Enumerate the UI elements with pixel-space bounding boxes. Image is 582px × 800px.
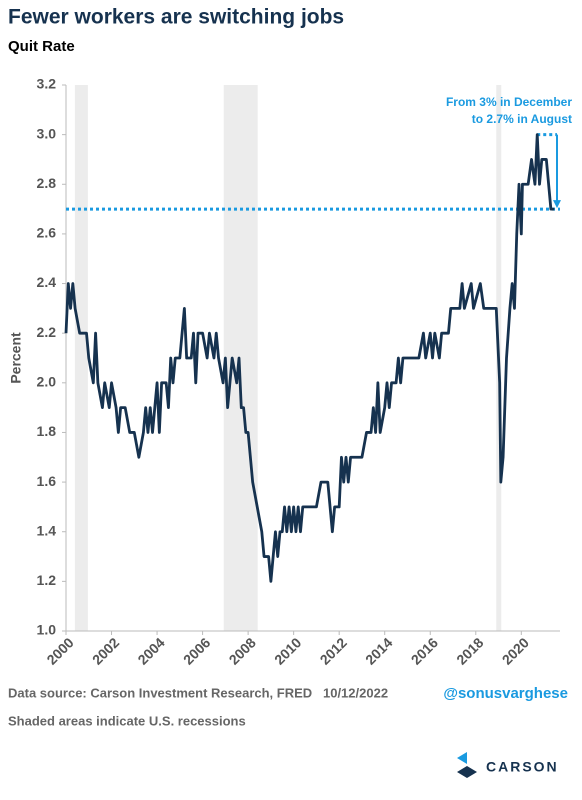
x-tick-label: 2000 xyxy=(43,634,76,667)
logo-mark xyxy=(457,752,467,764)
logo: CARSON xyxy=(457,752,559,778)
y-tick-label: 1.0 xyxy=(37,622,57,638)
annotation-arrowhead xyxy=(553,200,561,209)
recession-shade xyxy=(223,85,258,631)
chart-title: Fewer workers are switching jobs xyxy=(8,6,344,29)
data-line xyxy=(64,133,555,583)
y-tick-label: 1.2 xyxy=(37,572,57,588)
y-axis-label: Percent xyxy=(8,332,24,384)
handle: @sonusvarghese xyxy=(443,685,568,702)
y-tick-label: 2.6 xyxy=(37,225,57,241)
x-tick-label: 2008 xyxy=(226,634,259,667)
x-tick-label: 2004 xyxy=(134,634,167,667)
y-tick-label: 1.6 xyxy=(37,473,57,489)
shade-note: Shaded areas indicate U.S. recessions xyxy=(8,713,246,728)
logo-mark xyxy=(457,766,477,778)
x-tick-label: 2014 xyxy=(362,634,395,667)
source-note: Data source: Carson Investment Research,… xyxy=(8,685,388,700)
x-tick-label: 2002 xyxy=(89,634,122,667)
x-tick-label: 2010 xyxy=(271,634,304,667)
annotation: From 3% in December xyxy=(446,95,572,109)
y-tick-label: 1.4 xyxy=(37,522,57,538)
y-tick-label: 2.2 xyxy=(37,324,57,340)
x-tick-label: 2006 xyxy=(180,634,213,667)
x-tick-label: 2020 xyxy=(499,634,532,667)
y-tick-label: 3.2 xyxy=(37,76,57,92)
recession-shade xyxy=(74,85,88,631)
y-tick-label: 3.0 xyxy=(37,125,57,141)
y-tick-label: 2.4 xyxy=(37,274,57,290)
x-tick-label: 2012 xyxy=(317,634,350,667)
x-tick-label: 2018 xyxy=(453,634,486,667)
annotation: to 2.7% in August xyxy=(472,112,572,126)
y-tick-label: 2.8 xyxy=(37,175,57,191)
x-tick-label: 2016 xyxy=(408,634,441,667)
chart-subtitle: Quit Rate xyxy=(8,38,75,55)
y-tick-label: 1.8 xyxy=(37,423,57,439)
y-tick-label: 2.0 xyxy=(37,374,57,390)
logo-text: CARSON xyxy=(486,759,559,775)
